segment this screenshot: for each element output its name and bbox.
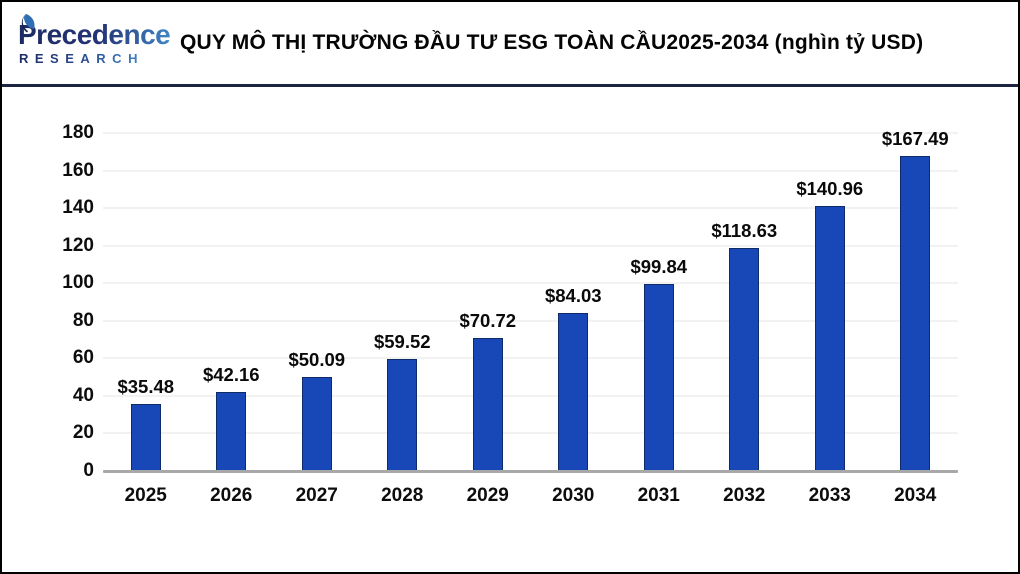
bar-value-label: $42.16: [202, 363, 260, 385]
y-tick-label: 180: [62, 122, 94, 143]
logo-wordmark: Precedence: [18, 19, 171, 50]
y-tick-label: 140: [62, 197, 94, 219]
x-tick-label: 2026: [210, 485, 253, 506]
gridline: [103, 357, 958, 360]
bar-value-label: $84.03: [544, 285, 602, 307]
bar-value-label: $35.48: [117, 376, 175, 398]
bar-2025: [130, 404, 161, 471]
gridline: [103, 432, 958, 435]
x-tick-label: 2032: [723, 485, 766, 506]
x-tick-label: 2030: [552, 485, 595, 506]
bar-2031: [643, 283, 674, 471]
bar-value-label: $99.84: [630, 255, 688, 277]
x-tick-label: 2028: [381, 485, 424, 506]
bar-value-label: $167.49: [881, 128, 949, 150]
gridline: [103, 169, 958, 172]
leaf-icon: [21, 14, 35, 33]
x-tick-label: 2027: [295, 485, 338, 506]
gridline: [103, 244, 958, 247]
bar-2033: [814, 206, 845, 471]
bar-2028: [387, 359, 418, 471]
y-tick-label: 60: [72, 347, 94, 369]
bar-2032: [729, 248, 760, 471]
y-tick-label: 80: [72, 309, 94, 331]
y-tick-label: 100: [62, 272, 94, 294]
x-tick-label: 2029: [466, 485, 509, 506]
bar-chart: 0 20 40 60 80 100 120 140 160 180 $35.48 $42.16 $50…: [2, 90, 1018, 572]
gridline: [103, 282, 958, 285]
header: Precedence RESEARCH QUY MÔ THỊ TRƯỜNG ĐẦ…: [2, 2, 1018, 87]
bar-value-label: $50.09: [288, 348, 346, 370]
bar-2030: [558, 313, 589, 471]
logo-subtitle: RESEARCH: [16, 52, 144, 65]
x-axis-line: [103, 470, 958, 473]
bar-2034: [900, 156, 931, 471]
bar-value-label: $59.52: [373, 331, 431, 353]
bar-value-label: $118.63: [711, 220, 778, 242]
gridline: [103, 394, 958, 397]
y-tick-label: 120: [62, 234, 94, 256]
bar-2029: [472, 338, 503, 471]
gridline: [103, 319, 958, 322]
page-title: QUY MÔ THỊ TRƯỜNG ĐẦU TƯ ESG TOÀN CẦU202…: [180, 31, 924, 54]
precedence-research-logo: Precedence RESEARCH: [16, 14, 174, 65]
bar-2027: [301, 376, 332, 471]
y-tick-label: 40: [72, 384, 94, 406]
y-tick-label: 0: [83, 460, 94, 481]
x-tick-label: 2034: [894, 485, 937, 506]
gridline: [103, 132, 958, 134]
x-tick-label: 2031: [637, 485, 680, 506]
x-tick-label: 2033: [808, 485, 851, 506]
bar-value-label: $140.96: [796, 178, 864, 200]
gridline: [103, 207, 958, 210]
bar-value-label: $70.72: [459, 310, 517, 332]
y-tick-label: 20: [72, 422, 94, 444]
y-tick-label: 160: [62, 159, 94, 181]
bar-2026: [216, 391, 247, 471]
x-tick-label: 2025: [124, 485, 167, 506]
